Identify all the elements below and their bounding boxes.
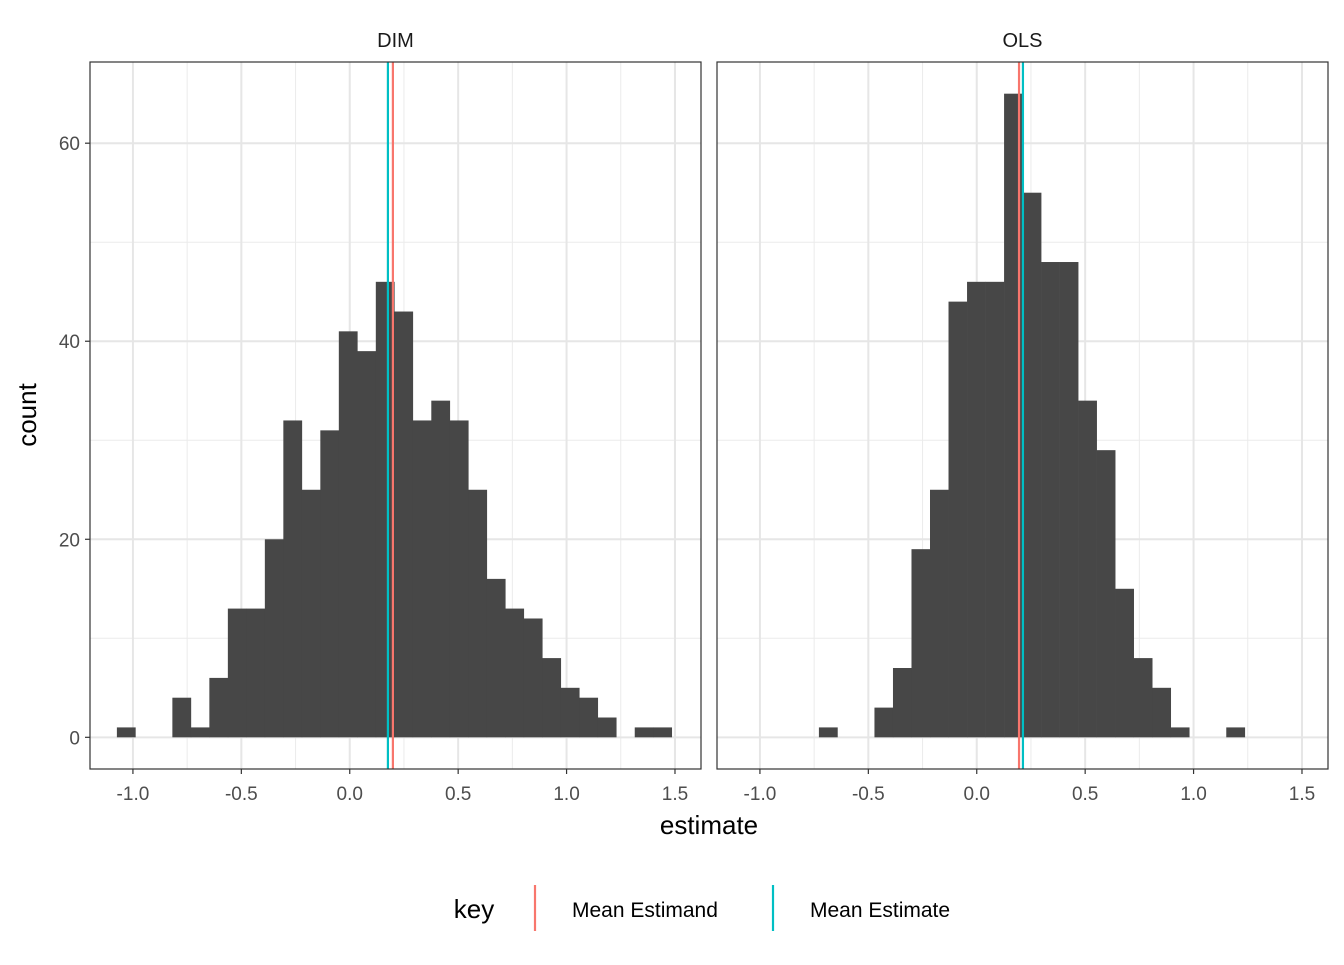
facet-title: OLS	[1002, 30, 1042, 52]
histogram-bar	[634, 727, 654, 738]
histogram-bar	[1022, 192, 1042, 738]
legend: key Mean Estimand Mean Estimate	[454, 885, 950, 931]
facet-panel-ols: OLS -1.0 -0.5 0.0 0.5 1.0 1.5	[716, 30, 1329, 805]
histogram-bar	[653, 727, 673, 738]
histogram-bar	[542, 658, 562, 738]
histogram-bar	[1041, 262, 1060, 738]
histogram-bar	[1078, 400, 1097, 738]
panel-border	[716, 61, 1329, 770]
x-tick-label: -1.0	[744, 784, 777, 805]
y-axis-label: count	[12, 382, 42, 446]
histogram-bar	[246, 608, 266, 738]
x-tick-label: -1.0	[117, 784, 150, 805]
histogram-bar	[375, 281, 395, 738]
x-tick-label: -0.5	[225, 784, 258, 805]
histogram-bar	[597, 717, 617, 738]
panel-border	[89, 61, 702, 770]
histogram-bar	[1170, 727, 1190, 738]
histogram-bar	[1152, 687, 1172, 738]
y-tick-label: 20	[59, 530, 80, 551]
x-tick-label: 0.0	[964, 784, 990, 805]
histogram-bar	[412, 420, 432, 738]
histogram-bar	[930, 489, 949, 738]
histogram-bar	[892, 668, 912, 738]
histogram-bar	[283, 420, 303, 738]
histogram-bar	[172, 697, 192, 738]
histogram-bar	[431, 400, 451, 738]
x-tick-label: 1.5	[1289, 784, 1315, 805]
histogram-bar	[468, 489, 488, 738]
facet-panel-dim: DIM -1.0 -0.5 0.0 0.5 1.0 1.5 0 20 40 60	[59, 30, 702, 805]
histogram-bar	[505, 608, 525, 738]
histogram-bar	[1226, 727, 1246, 738]
histogram-bar	[985, 281, 1005, 738]
legend-label-mean-estimate: Mean Estimate	[810, 899, 950, 922]
x-tick-label: 0.5	[445, 784, 471, 805]
histogram-bar	[338, 331, 358, 738]
y-tick-label: 40	[59, 332, 80, 353]
histogram-bar	[911, 549, 931, 738]
histogram-bar	[1115, 588, 1134, 738]
histogram-bar	[486, 578, 506, 738]
histogram-bar	[320, 430, 340, 738]
histogram-bar	[948, 301, 968, 738]
histogram-bar	[357, 351, 377, 738]
histogram-bar	[1133, 658, 1153, 738]
histogram-bar	[190, 727, 210, 738]
legend-title: key	[454, 894, 494, 924]
histogram-bar	[116, 727, 136, 738]
histogram-bar	[264, 539, 284, 738]
histogram-bar	[209, 677, 229, 738]
histogram-bar	[967, 281, 986, 738]
y-tick-label: 60	[59, 134, 80, 155]
histogram-bar	[560, 687, 580, 738]
histogram-bar	[1096, 450, 1116, 738]
x-tick-label: 1.0	[553, 784, 579, 805]
facet-title: DIM	[377, 30, 414, 52]
legend-label-mean-estimand: Mean Estimand	[572, 899, 718, 922]
histogram-bar	[301, 489, 321, 738]
y-tick-label: 0	[69, 728, 80, 749]
histogram-bar	[874, 707, 894, 738]
histogram-bar	[394, 311, 414, 738]
histogram-bar	[1059, 262, 1079, 738]
x-tick-label: 1.0	[1180, 784, 1206, 805]
histogram-bar	[523, 618, 543, 738]
x-tick-label: 0.0	[337, 784, 363, 805]
x-tick-label: -0.5	[852, 784, 885, 805]
x-tick-label: 0.5	[1072, 784, 1098, 805]
x-axis-label: estimate	[660, 810, 758, 840]
histogram-bar	[579, 697, 599, 738]
x-tick-label: 1.5	[662, 784, 688, 805]
histogram-bar	[227, 608, 247, 738]
histogram-bar	[449, 420, 469, 738]
histogram-bar	[818, 727, 838, 738]
